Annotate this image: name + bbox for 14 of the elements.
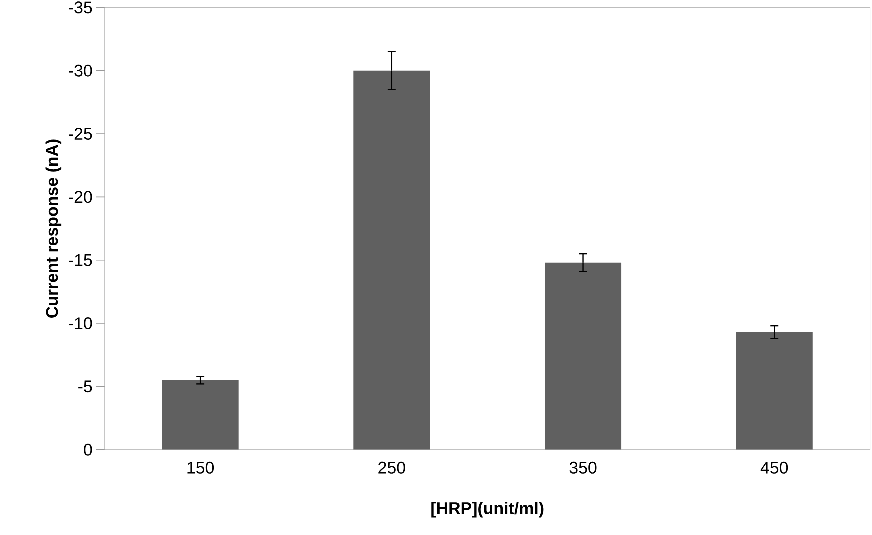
- y-tick-label: -20: [69, 191, 92, 204]
- y-tick-label: -30: [69, 64, 92, 77]
- y-tick-label: -25: [69, 128, 92, 140]
- x-tick-label: 450: [760, 462, 788, 474]
- y-tick-label: -15: [69, 254, 92, 266]
- x-tick-label: 350: [570, 462, 597, 474]
- x-axis-title: [HRP](unit/ml): [432, 502, 544, 518]
- y-tick-label: -35: [69, 2, 92, 14]
- y-tick-label: -10: [69, 318, 92, 330]
- y-tick-label: 0: [84, 444, 92, 456]
- x-tick-label: 150: [188, 462, 214, 474]
- y-axis-title: Current response (nA): [46, 140, 62, 318]
- y-tick-label: -5: [78, 380, 92, 393]
- x-tick-label: 250: [378, 462, 406, 474]
